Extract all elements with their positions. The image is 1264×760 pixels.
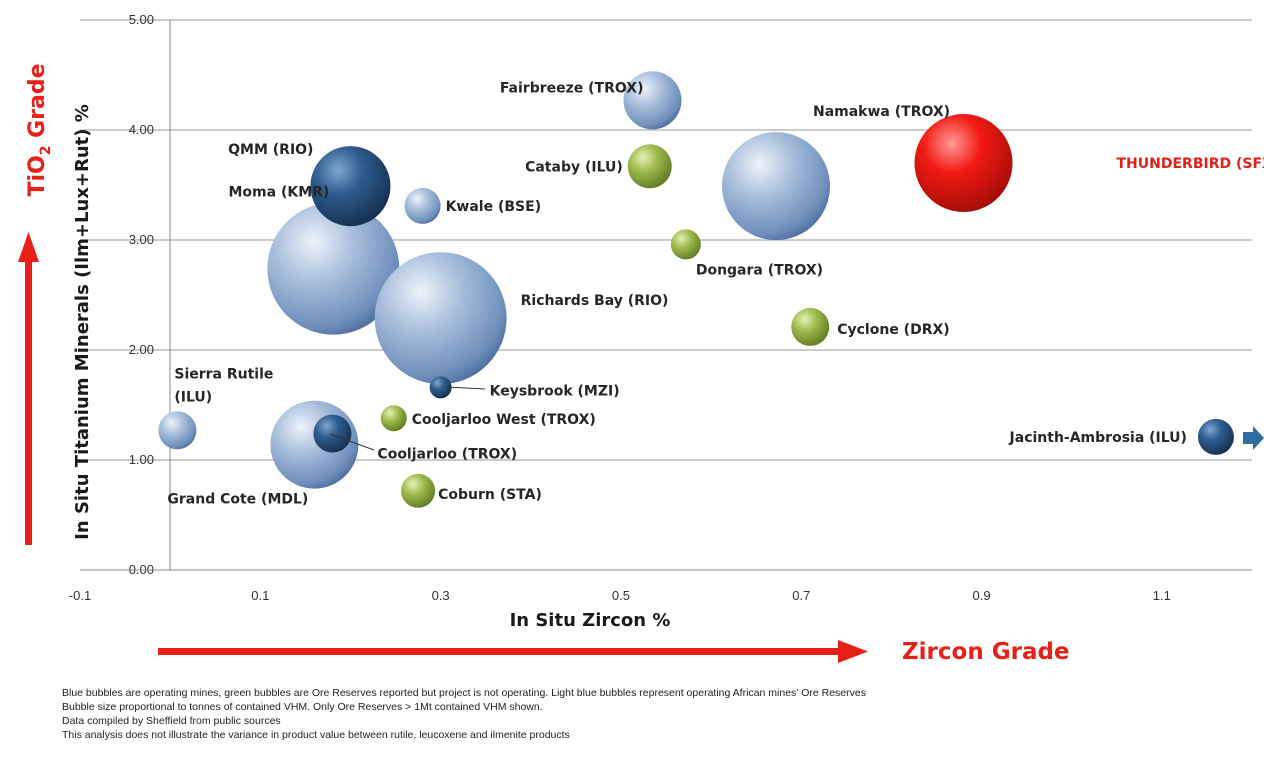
y-tick-labels: 0.001.002.003.004.005.00	[129, 12, 154, 577]
bubble-label: Coburn (STA)	[438, 487, 542, 503]
bubble-label: THUNDERBIRD (SFX)	[1117, 156, 1264, 172]
bubble-richards-bay-rio	[374, 252, 507, 385]
footnotes: Blue bubbles are operating mines, green …	[62, 686, 1252, 742]
bubble-cataby-ilu	[627, 144, 672, 189]
x-tick-label: 0.1	[251, 588, 269, 603]
bubble-label: QMM (RIO)	[228, 142, 313, 158]
footnote-line: Data compiled by Sheffield from public s…	[62, 715, 281, 727]
bubble-label: Cataby (ILU)	[525, 159, 623, 175]
x-tick-labels: -0.1 0.1 0.3 0.5 0.7 0.9 1.1	[69, 588, 1171, 603]
y-tick-label: 2.00	[129, 342, 154, 357]
bubble-keysbrook-mzi	[429, 376, 452, 399]
bubble-labels: Fairbreeze (TROX) Namakwa (TROX) THUNDERBI…	[167, 80, 1264, 507]
bubble-label: Namakwa (TROX)	[813, 104, 950, 120]
x-tick-label: 0.9	[972, 588, 990, 603]
y-tick-label: 3.00	[129, 232, 154, 247]
bubble-label: Cooljarloo West (TROX)	[412, 412, 596, 428]
bubble-cooljarloo-west-trox	[380, 405, 407, 432]
x-tick-label: -0.1	[69, 588, 91, 603]
x-tick-label: 0.5	[612, 588, 630, 603]
bubble-dongara-trox	[670, 229, 701, 260]
bubble-thunderbird-sfx	[914, 114, 1013, 212]
bubble-label: (ILU)	[174, 389, 212, 405]
bubble-qmm-rio	[310, 146, 391, 227]
footnote-line: Blue bubbles are operating mines, green …	[62, 687, 866, 699]
zircon-grade-label: Zircon Grade	[902, 639, 1070, 665]
bubble-label: Dongara (TROX)	[696, 262, 823, 278]
bubble-label: Moma (KMR)	[229, 185, 330, 201]
bubble-jacinth-ambrosia-ilu	[1197, 418, 1234, 455]
bubble-cyclone-drx	[791, 307, 830, 346]
offchart-arrow-icon	[1243, 426, 1264, 450]
bubble-coburn-sta	[401, 473, 436, 508]
footnote-line: Bubble size proportional to tonnes of co…	[62, 701, 543, 713]
bubble-label: Cyclone (DRX)	[837, 322, 949, 338]
y-tick-label: 1.00	[129, 452, 154, 467]
bubble-namakwa-trox	[721, 132, 830, 241]
y-tick-label: 4.00	[129, 122, 154, 137]
x-tick-label: 0.3	[432, 588, 450, 603]
bubble-cooljarloo-trox	[313, 414, 352, 453]
y-tick-label: 5.00	[129, 12, 154, 27]
y-axis-title: In Situ Titanium Minerals (Ilm+Lux+Rut) …	[72, 104, 93, 540]
bubble-label: Kwale (BSE)	[446, 199, 542, 215]
bubble-kwale-bse	[404, 187, 441, 224]
x-tick-label: 0.7	[792, 588, 810, 603]
tio2-grade-label: TiO2 Grade	[25, 63, 54, 196]
x-tick-label: 1.1	[1153, 588, 1171, 603]
keysbrook-leader-line	[445, 386, 486, 390]
bubble-label: Keysbrook (MZI)	[490, 383, 620, 399]
bubble-label: Fairbreeze (TROX)	[500, 80, 644, 96]
bubble-moma-kmr	[267, 202, 400, 335]
zircon-grade-arrow	[158, 640, 868, 663]
footnote-line: This analysis does not illustrate the va…	[62, 729, 570, 741]
bubble-label: Cooljarloo (TROX)	[377, 447, 517, 463]
bubble-label: Grand Cote (MDL)	[167, 492, 308, 508]
bubbles	[158, 71, 1234, 508]
bubble-label: Sierra Rutile	[174, 366, 273, 382]
x-axis-title: In Situ Zircon %	[510, 610, 671, 631]
cooljarloo-leader-line	[329, 433, 375, 451]
tio2-grade-arrow	[18, 232, 39, 545]
bubble-label: Richards Bay (RIO)	[521, 293, 669, 309]
bubble-label: Jacinth-Ambrosia (ILU)	[1009, 430, 1187, 446]
bubble-sierra-rutile-ilu	[158, 411, 197, 450]
bubble-fairbreeze-trox	[623, 71, 682, 130]
